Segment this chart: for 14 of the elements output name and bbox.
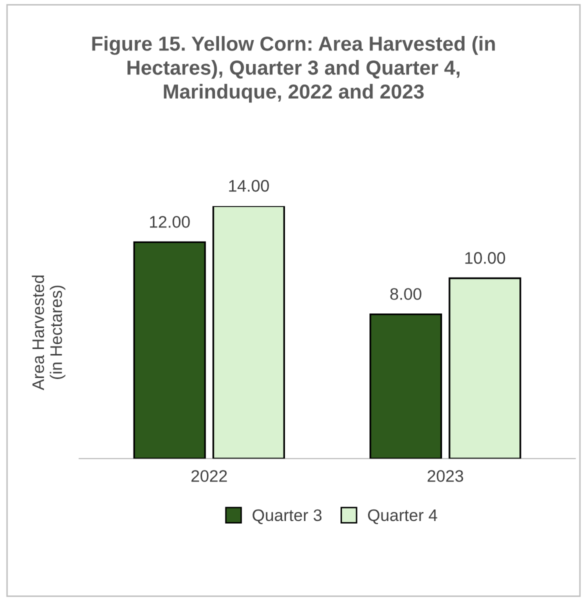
data-label: 10.00: [465, 252, 506, 264]
bar: [448, 277, 522, 459]
x-tick-label: 2023: [428, 470, 464, 482]
data-label: 12.00: [150, 216, 190, 228]
chart-title: Figure 15. Yellow Corn: Area Harvested (in Hectares), Quarter 3 and Quarter 4, Marinduque, 2022 and 2023: [92, 36, 495, 103]
bar: [370, 313, 442, 459]
y-axis-title: Area Harvested (in Hectares): [32, 276, 66, 390]
bar: [133, 241, 206, 459]
legend-label: Quarter 3: [252, 509, 322, 524]
x-tick-label: 2022: [191, 470, 227, 482]
bar: [212, 206, 285, 459]
data-label: 8.00: [390, 288, 422, 300]
legend-label: Quarter 4: [368, 509, 438, 524]
data-label: 14.00: [229, 180, 269, 192]
